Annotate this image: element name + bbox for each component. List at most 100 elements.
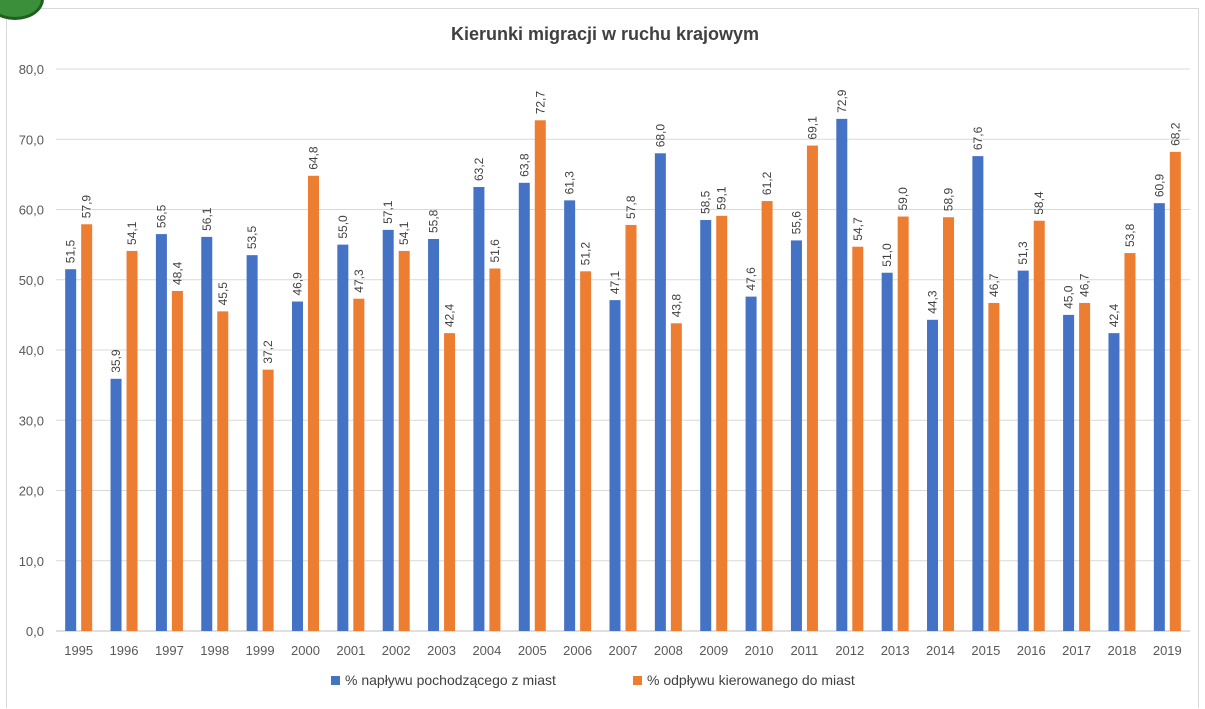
bar-inflow <box>972 156 984 632</box>
data-label: 46,7 <box>1078 273 1092 297</box>
x-tick-label: 2002 <box>382 643 411 658</box>
chart-title: Kierunki migracji w ruchu krajowym <box>451 24 759 44</box>
data-label: 68,2 <box>1168 122 1182 146</box>
legend-swatch <box>331 676 340 685</box>
bar-inflow <box>291 301 303 631</box>
y-tick-label: 0,0 <box>26 624 44 639</box>
bar-inflow <box>473 187 485 631</box>
x-tick-label: 2003 <box>427 643 456 658</box>
x-tick-label: 2019 <box>1153 643 1182 658</box>
data-label: 53,8 <box>1123 223 1137 247</box>
x-tick-label: 1999 <box>246 643 275 658</box>
x-tick-label: 1995 <box>64 643 93 658</box>
data-label: 45,5 <box>216 282 230 306</box>
y-tick-label: 60,0 <box>19 203 44 218</box>
data-label: 54,7 <box>851 217 865 241</box>
bar-outflow <box>1033 220 1045 632</box>
bar-outflow <box>897 216 909 631</box>
bar-outflow <box>806 145 818 631</box>
data-label: 56,5 <box>154 204 168 228</box>
y-tick-label: 30,0 <box>19 413 44 428</box>
data-label: 53,5 <box>245 225 259 249</box>
bar-outflow <box>171 290 183 631</box>
data-label: 63,8 <box>517 153 531 177</box>
data-label: 72,7 <box>533 91 547 115</box>
y-tick-label: 70,0 <box>19 132 44 147</box>
chart-border <box>6 8 1199 708</box>
x-tick-label: 2009 <box>699 643 728 658</box>
bar-inflow <box>927 319 939 631</box>
bar-outflow <box>761 201 773 631</box>
bar-inflow <box>337 244 349 631</box>
bar-inflow <box>1017 270 1029 631</box>
bar-inflow <box>246 255 258 631</box>
data-label: 69,1 <box>805 116 819 140</box>
bar-inflow <box>382 229 394 631</box>
data-label: 51,5 <box>64 240 78 264</box>
x-tick-label: 2013 <box>881 643 910 658</box>
bar-inflow <box>881 272 893 631</box>
x-tick-label: 2007 <box>609 643 638 658</box>
bar-inflow <box>518 182 530 631</box>
x-tick-label: 2012 <box>835 643 864 658</box>
data-label: 57,8 <box>624 195 638 219</box>
bar-outflow <box>943 217 955 632</box>
y-tick-label: 10,0 <box>19 554 44 569</box>
bar-outflow <box>353 298 365 631</box>
data-label: 72,9 <box>835 89 849 113</box>
y-tick-label: 50,0 <box>19 273 44 288</box>
data-label: 48,4 <box>170 261 184 285</box>
x-tick-label: 2011 <box>790 643 818 658</box>
bar-outflow <box>1079 302 1091 631</box>
bar-inflow <box>1108 333 1120 631</box>
bar-outflow <box>398 250 410 631</box>
data-label: 37,2 <box>261 340 275 364</box>
bar-inflow <box>836 118 848 631</box>
data-label: 42,4 <box>1107 303 1121 327</box>
data-label: 61,3 <box>563 171 577 195</box>
data-label: 67,6 <box>971 126 985 150</box>
y-tick-label: 20,0 <box>19 484 44 499</box>
data-label: 42,4 <box>443 303 457 327</box>
bar-inflow <box>1063 314 1075 631</box>
x-tick-label: 2016 <box>1017 643 1046 658</box>
bar-outflow <box>444 333 456 631</box>
bar-outflow <box>262 369 274 631</box>
data-label: 61,2 <box>760 171 774 195</box>
bar-outflow <box>489 268 501 631</box>
data-label: 58,5 <box>699 190 713 214</box>
x-tick-label: 1998 <box>200 643 229 658</box>
bar-inflow <box>155 234 167 631</box>
bar-outflow <box>988 302 1000 631</box>
bar-outflow <box>852 246 864 632</box>
data-label: 59,1 <box>715 186 729 210</box>
data-label: 47,6 <box>744 267 758 291</box>
bar-inflow <box>1153 203 1165 632</box>
data-label: 45,0 <box>1062 285 1076 309</box>
bar-outflow <box>217 311 229 631</box>
bar-outflow <box>81 224 93 631</box>
data-label: 64,8 <box>306 146 320 170</box>
x-tick-label: 2000 <box>291 643 320 658</box>
bar-outflow <box>1124 253 1136 631</box>
bar-outflow <box>625 224 637 631</box>
data-label: 60,9 <box>1152 173 1166 197</box>
bar-outflow <box>307 175 319 631</box>
data-label: 47,3 <box>352 269 366 293</box>
bar-inflow <box>609 300 621 631</box>
legend-swatch <box>633 676 642 685</box>
data-label: 56,1 <box>200 207 214 231</box>
bar-outflow <box>1169 151 1181 631</box>
bar-inflow <box>110 378 122 631</box>
bar-inflow <box>654 153 666 632</box>
x-tick-label: 2001 <box>336 643 365 658</box>
data-label: 46,7 <box>987 273 1001 297</box>
x-tick-label: 2006 <box>563 643 592 658</box>
bar-inflow <box>700 220 712 631</box>
data-label: 43,8 <box>669 294 683 318</box>
x-tick-label: 2010 <box>745 643 774 658</box>
data-label: 68,0 <box>653 124 667 148</box>
x-tick-label: 2018 <box>1107 643 1136 658</box>
